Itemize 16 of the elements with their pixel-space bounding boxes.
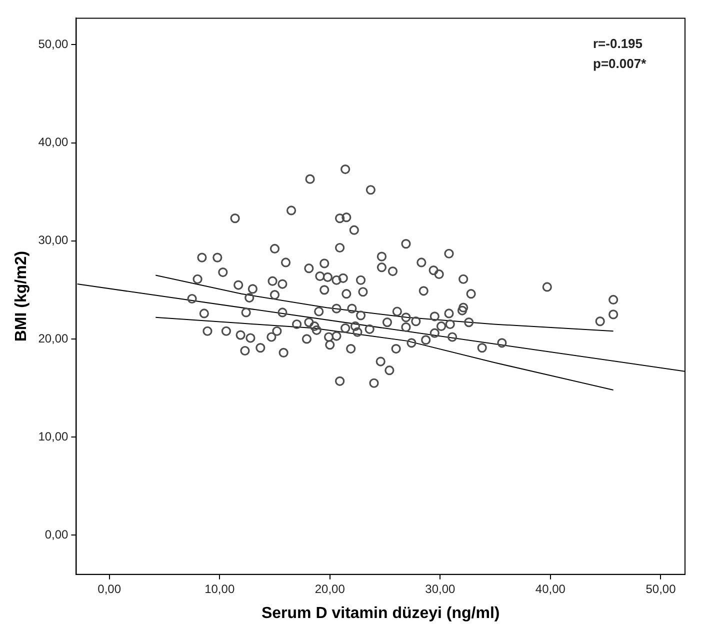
x-axis-title: Serum D vitamin düzeyi (ng/ml)	[261, 604, 500, 622]
y-tick-label: 20,00	[38, 331, 69, 346]
x-tick-label: 30,00	[425, 582, 456, 596]
x-tick-label: 50,00	[646, 582, 676, 596]
y-tick-label: 10,00	[38, 429, 69, 444]
y-tick-label: 50,00	[38, 37, 69, 51]
x-tick-label: 10,00	[204, 582, 235, 596]
annotation: p=0.007*	[593, 56, 648, 72]
y-tick-label: 30,00	[38, 233, 69, 248]
x-tick-label: 40,00	[535, 582, 566, 596]
x-tick-label: 0,00	[98, 582, 122, 596]
annotation: r=-0.195	[593, 36, 643, 52]
y-tick-label: 0,00	[44, 527, 69, 542]
x-tick-label: 20,00	[314, 582, 346, 596]
y-axis-title: BMI (kg/m2)	[13, 250, 30, 342]
y-tick-label: 40,00	[38, 135, 69, 150]
